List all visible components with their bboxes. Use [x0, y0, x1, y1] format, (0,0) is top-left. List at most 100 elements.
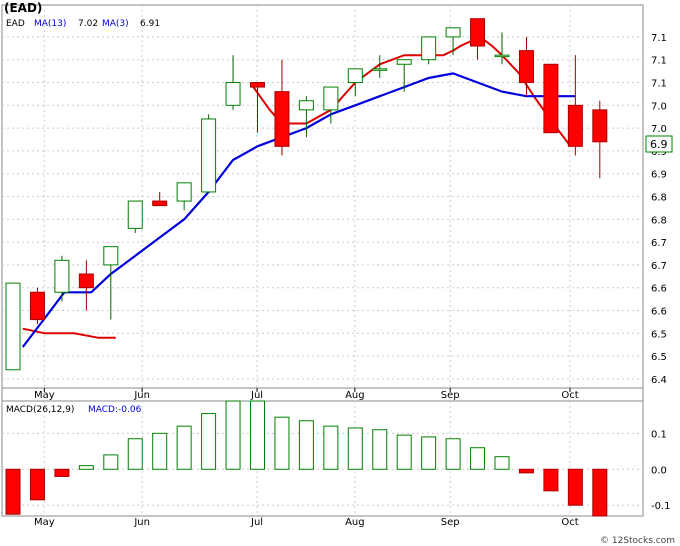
candle-body: [176, 182, 192, 202]
candle-body: [445, 27, 461, 38]
month-label: Jul: [250, 390, 263, 401]
month-label: May: [34, 390, 55, 401]
macd-panel: [1, 400, 644, 517]
macd-bar: [274, 416, 290, 470]
month-labels-top: May Jun Jul Aug Sep Oct: [34, 388, 579, 401]
candle-body: [396, 59, 412, 65]
macd-bar: [445, 438, 461, 470]
candle-body: [152, 200, 168, 207]
candle-body: [250, 82, 265, 88]
copyright-footer: © 12Stocks.com: [600, 536, 675, 546]
macd-bar: [421, 436, 437, 470]
macd-bar: [152, 432, 168, 470]
macd-bar: [54, 468, 70, 477]
price-tick-label: 6.6: [651, 306, 667, 317]
price-tick-label: 6.8: [651, 193, 667, 204]
month-label: Aug: [345, 517, 365, 528]
month-label: Oct: [561, 390, 578, 401]
macd-histogram: [5, 400, 608, 517]
candle-body: [543, 63, 559, 134]
legend-ma3-label: MA(3): [102, 19, 129, 29]
macd-bar: [103, 454, 119, 470]
price-tick-label: 6.6: [651, 284, 667, 295]
price-tick-label: 6.7: [651, 261, 667, 272]
macd-bar: [396, 434, 412, 470]
month-label: Jul: [250, 517, 263, 528]
price-grid: [2, 5, 643, 388]
macd-bar: [470, 447, 486, 470]
macd-value-label: MACD:-0.06: [88, 405, 142, 415]
candle-body: [274, 91, 290, 147]
macd-bar: [372, 429, 388, 470]
macd-bar: [543, 468, 559, 492]
candlesticks: [5, 18, 608, 371]
candle-body: [518, 50, 534, 84]
ma3-line-early: [22, 327, 116, 339]
price-tick-label: 6.8: [651, 215, 667, 226]
chart-title: (EAD): [4, 1, 42, 15]
month-label: Jun: [133, 517, 150, 528]
candle-body: [29, 291, 45, 321]
month-labels-bottom: May Jun Jul Aug Sep Oct: [34, 517, 579, 528]
macd-bar: [592, 468, 608, 517]
macd-bar: [78, 465, 94, 470]
macd-bar: [5, 468, 21, 515]
macd-bar: [567, 468, 583, 506]
macd-bar: [29, 468, 45, 501]
price-y-axis: 6.4 6.5 6.5 6.6 6.6 6.7 6.7 6.8 6.8 6.9 6.9 7.0 7.0 7…: [651, 33, 667, 386]
month-strip: [1, 387, 644, 402]
price-tick-label: 7.0: [651, 101, 667, 112]
price-tick-label: 6.7: [651, 238, 667, 249]
candle-body: [323, 86, 339, 111]
month-label: Sep: [441, 517, 460, 528]
candle-body: [592, 109, 608, 143]
month-label: Jun: [133, 390, 150, 401]
candle-body: [127, 200, 143, 229]
macd-title: MACD(26,12,9): [6, 405, 74, 415]
macd-bar: [298, 420, 314, 470]
macd-bar: [518, 468, 534, 474]
candle-body: [567, 104, 583, 147]
legend-symbol: EAD: [6, 19, 25, 29]
legend-ma13-label: MA(13): [34, 19, 66, 29]
candle-body: [298, 100, 314, 111]
macd-tick-label: 0.0: [651, 465, 667, 476]
macd-bar: [201, 413, 217, 470]
candle-body: [225, 82, 241, 106]
macd-bar: [225, 400, 241, 470]
month-label: Aug: [345, 390, 365, 401]
macd-bar: [176, 425, 192, 470]
price-tick-label: 6.5: [651, 329, 667, 340]
macd-tick-label: 0.1: [651, 429, 667, 440]
candle-body: [421, 36, 437, 61]
macd-y-axis: 0.1 0.0 -0.1: [651, 429, 671, 512]
month-label: May: [34, 517, 55, 528]
macd-tick-label: -0.1: [651, 501, 671, 512]
last-price-label: 6.9: [650, 138, 668, 151]
candle-body: [470, 18, 486, 47]
candle-body: [54, 259, 70, 293]
price-tick-label: 6.5: [651, 352, 667, 363]
macd-bar: [127, 438, 143, 470]
ma3-line: [249, 35, 572, 147]
candle-body: [494, 54, 510, 58]
last-price-box: [645, 135, 673, 153]
price-tick-label: 7.1: [651, 33, 667, 44]
price-tick-label: 6.4: [651, 375, 667, 386]
price-tick-label: 6.9: [651, 170, 667, 181]
month-label: Oct: [561, 517, 578, 528]
candle-body: [78, 273, 94, 289]
candle-body: [201, 118, 217, 193]
price-tick-label: 7.1: [651, 79, 667, 90]
macd-bar: [323, 425, 339, 470]
legend-ma3-value: 6.91: [140, 19, 160, 29]
macd-bar: [494, 456, 510, 470]
candle-body: [347, 68, 363, 84]
legend-ma13-value: 7.02: [78, 19, 98, 29]
price-tick-label: 7.1: [651, 56, 667, 67]
price-tick-label: 7.0: [651, 124, 667, 135]
candle-body: [5, 282, 21, 371]
macd-bar: [347, 427, 363, 470]
month-label: Sep: [441, 390, 460, 401]
